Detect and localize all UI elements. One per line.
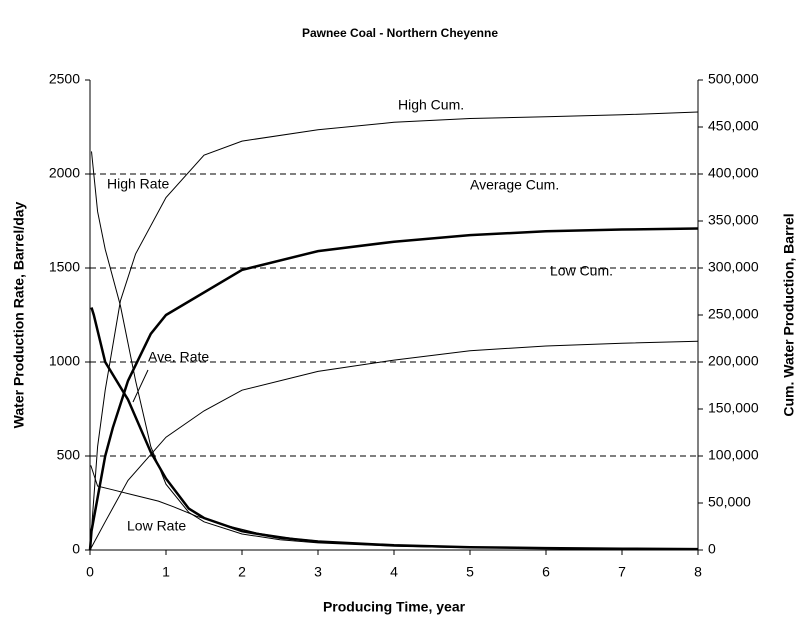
y2-tick-label: 150,000 [708, 400, 759, 416]
y-tick-label: 500 [57, 447, 81, 463]
y-tick-label: 1000 [49, 353, 80, 369]
x-tick-label: 5 [466, 564, 474, 580]
series-label: Ave. Rate [148, 349, 209, 365]
y2-tick-label: 200,000 [708, 353, 759, 369]
series-line [89, 340, 699, 551]
y2-axis-label: Cum. Water Production, Barrel [781, 213, 797, 416]
series-line [88, 227, 699, 551]
leader-line [132, 369, 149, 403]
y2-tick-label: 500,000 [708, 71, 759, 87]
y2-tick-label: 350,000 [708, 212, 759, 228]
series-label: High Cum. [398, 97, 464, 113]
y2-tick-label: 450,000 [708, 118, 759, 134]
y2-tick-label: 100,000 [708, 447, 759, 463]
x-tick-label: 8 [694, 564, 702, 580]
x-axis-label: Producing Time, year [323, 599, 466, 615]
x-tick-label: 3 [314, 564, 322, 580]
y2-tick-label: 250,000 [708, 306, 759, 322]
x-tick-label: 4 [390, 564, 398, 580]
y2-tick-label: 0 [708, 541, 716, 557]
series-label: Low Cum. [550, 263, 613, 279]
y-axis-label: Water Production Rate, Barrel/day [11, 201, 27, 428]
x-tick-label: 7 [618, 564, 626, 580]
y-tick-label: 2000 [49, 165, 80, 181]
y-tick-label: 2500 [49, 71, 80, 87]
y2-tick-label: 300,000 [708, 259, 759, 275]
x-tick-label: 2 [238, 564, 246, 580]
y2-tick-label: 50,000 [708, 494, 751, 510]
x-tick-label: 0 [86, 564, 94, 580]
series-line [90, 465, 699, 550]
x-tick-label: 1 [162, 564, 170, 580]
series-label: High Rate [107, 176, 169, 192]
y2-tick-label: 400,000 [708, 165, 759, 181]
series-line [89, 111, 699, 551]
series-label: Low Rate [127, 518, 186, 534]
y-tick-label: 0 [72, 541, 80, 557]
y-tick-label: 1500 [49, 259, 80, 275]
series-label: Average Cum. [470, 177, 559, 193]
chart-title: Pawnee Coal - Northern Cheyenne [302, 26, 498, 40]
x-tick-label: 6 [542, 564, 550, 580]
